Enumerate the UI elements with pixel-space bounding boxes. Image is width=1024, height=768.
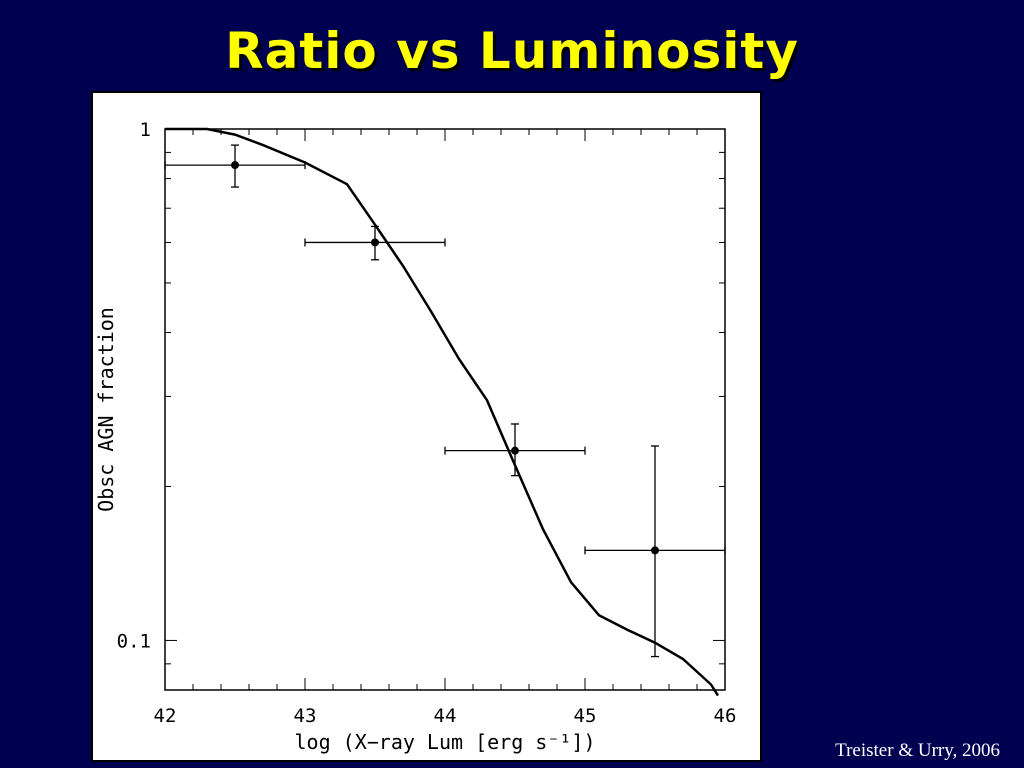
x-tick-label: 42 xyxy=(154,705,177,727)
x-tick-label: 44 xyxy=(434,705,457,727)
x-tick-label: 45 xyxy=(574,705,597,727)
plot-frame xyxy=(164,128,726,691)
slide-title: Ratio vs Luminosity xyxy=(225,22,799,80)
chart-panel: 42 43 44 45 46 1 0.1 log (X−ray Lum [erg s⁻¹]) O… xyxy=(91,91,762,762)
citation-credit: Treister & Urry, 2006 xyxy=(835,740,1000,761)
model-curve xyxy=(165,127,720,697)
chart-svg: 42 43 44 45 46 1 0.1 log (X−ray Lum [erg s⁻¹]) O… xyxy=(94,119,737,754)
data-point xyxy=(511,446,519,455)
y-tick-label: 1 xyxy=(140,119,151,141)
data-point xyxy=(231,161,239,170)
y-axis-label: Obsc AGN fraction xyxy=(94,307,118,512)
x-tick-label: 43 xyxy=(294,705,317,727)
data-point xyxy=(371,238,379,247)
data-point xyxy=(651,546,659,555)
y-tick-label: 0.1 xyxy=(117,630,151,652)
x-tick-label: 46 xyxy=(714,705,737,727)
x-axis-label: log (X−ray Lum [erg s⁻¹]) xyxy=(294,730,595,754)
